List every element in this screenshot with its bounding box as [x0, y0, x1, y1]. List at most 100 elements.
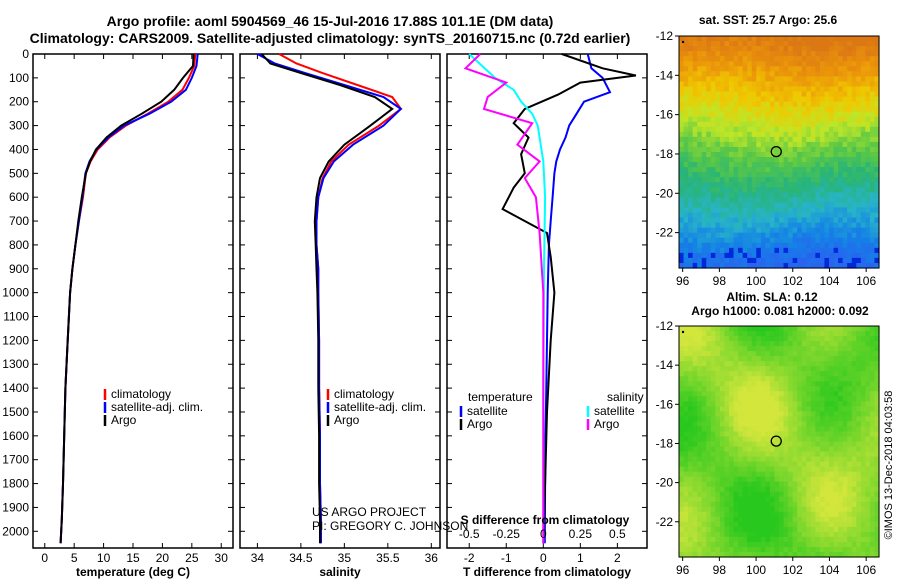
- map-pixel: [815, 481, 821, 488]
- map-pixel: [765, 536, 771, 543]
- map-pixel: [819, 471, 826, 478]
- map-pixel: [869, 391, 876, 397]
- map-pixel: [847, 146, 853, 153]
- map-pixel: [874, 152, 880, 158]
- map-pixel: [865, 71, 871, 77]
- map-pixel: [824, 101, 830, 108]
- map-pixel: [688, 541, 694, 548]
- map-pixel: [756, 521, 762, 528]
- map-pixel: [865, 396, 871, 402]
- map-pixel: [688, 51, 694, 57]
- map-pixel: [706, 136, 712, 143]
- map-pixel: [833, 326, 839, 332]
- map-pixel: [797, 366, 803, 372]
- map-pixel: [792, 167, 798, 173]
- map-pixel: [742, 416, 748, 423]
- map-pixel: [774, 486, 780, 493]
- map-pixel: [769, 531, 776, 538]
- map-pixel: [769, 131, 776, 138]
- map-pixel: [856, 76, 862, 82]
- map-pixel: [783, 391, 789, 397]
- map-pixel: [806, 351, 812, 357]
- diff-top-xtick-label: 0.25: [569, 527, 593, 541]
- map-pixel: [819, 101, 826, 108]
- map-pixel: [751, 36, 757, 42]
- map-pixel: [801, 217, 807, 224]
- map-pixel: [869, 461, 876, 468]
- map-pixel: [810, 96, 816, 103]
- map-pixel: [683, 461, 689, 468]
- map-pixel: [865, 192, 871, 198]
- map-pixel: [788, 471, 794, 478]
- map-pixel: [856, 506, 862, 513]
- map-pixel: [719, 197, 726, 204]
- map-pixel: [792, 546, 798, 553]
- map-pixel: [815, 391, 821, 397]
- map-pixel: [860, 476, 866, 483]
- map-pixel: [797, 431, 803, 438]
- map-pixel: [833, 391, 839, 397]
- map-pixel: [751, 232, 757, 239]
- map-pixel: [738, 406, 744, 412]
- map-pixel: [860, 521, 866, 528]
- map-pixel: [733, 516, 739, 523]
- map-pixel: [706, 111, 712, 118]
- map-pixel: [683, 551, 689, 558]
- map-pixel: [747, 177, 753, 183]
- map-pixel: [847, 81, 853, 88]
- map-pixel: [701, 476, 707, 483]
- map-pixel: [692, 476, 698, 483]
- map-pixel: [806, 146, 812, 153]
- diff-top-xtick-label: -0.5: [459, 527, 480, 541]
- map-pixel: [765, 411, 771, 417]
- map-pixel: [706, 202, 712, 209]
- map-pixel: [869, 232, 876, 239]
- map-pixel: [774, 441, 780, 448]
- map-pixel: [783, 371, 789, 377]
- map-pixel: [683, 411, 689, 417]
- map-pixel: [751, 381, 757, 387]
- map-pixel: [819, 441, 826, 448]
- map-pixel: [851, 257, 857, 264]
- map-pixel: [715, 162, 721, 168]
- map-pixel: [869, 396, 876, 402]
- map-pixel: [747, 361, 753, 367]
- map-x-tick-label: 104: [819, 563, 839, 577]
- map-pixel: [865, 546, 871, 553]
- map-pixel: [856, 91, 862, 98]
- map-pixel: [706, 167, 712, 173]
- map-pixel: [869, 106, 876, 113]
- map-pixel: [765, 217, 771, 224]
- map-pixel: [719, 416, 726, 423]
- map-pixel: [729, 391, 735, 397]
- map-pixel: [792, 116, 798, 123]
- map-pixel: [869, 91, 876, 98]
- map-pixel: [792, 411, 798, 417]
- x-tick-label: 1: [577, 551, 584, 565]
- map-pixel: [806, 481, 812, 488]
- map-pixel: [869, 516, 876, 523]
- map-pixel: [797, 227, 803, 234]
- map-pixel: [779, 506, 785, 513]
- map-pixel: [765, 71, 771, 77]
- map-pixel: [733, 416, 739, 423]
- map-pixel: [797, 247, 803, 254]
- map-pixel: [747, 162, 753, 168]
- map-pixel: [860, 237, 866, 244]
- map-pixel: [847, 356, 853, 362]
- map-pixel: [724, 116, 730, 123]
- map-pixel: [701, 172, 707, 178]
- map-pixel: [810, 101, 816, 108]
- map-pixel: [869, 406, 876, 412]
- map-pixel: [815, 262, 821, 269]
- y-tick-label: 1400: [2, 381, 29, 395]
- map-pixel: [860, 496, 866, 503]
- map-pixel: [869, 426, 876, 433]
- map-pixel: [838, 167, 844, 173]
- map-pixel: [801, 426, 807, 433]
- map-pixel: [751, 531, 757, 538]
- map-pixel: [733, 366, 739, 372]
- map-pixel: [774, 401, 780, 407]
- map-pixel: [874, 466, 880, 473]
- map-pixel: [729, 496, 735, 503]
